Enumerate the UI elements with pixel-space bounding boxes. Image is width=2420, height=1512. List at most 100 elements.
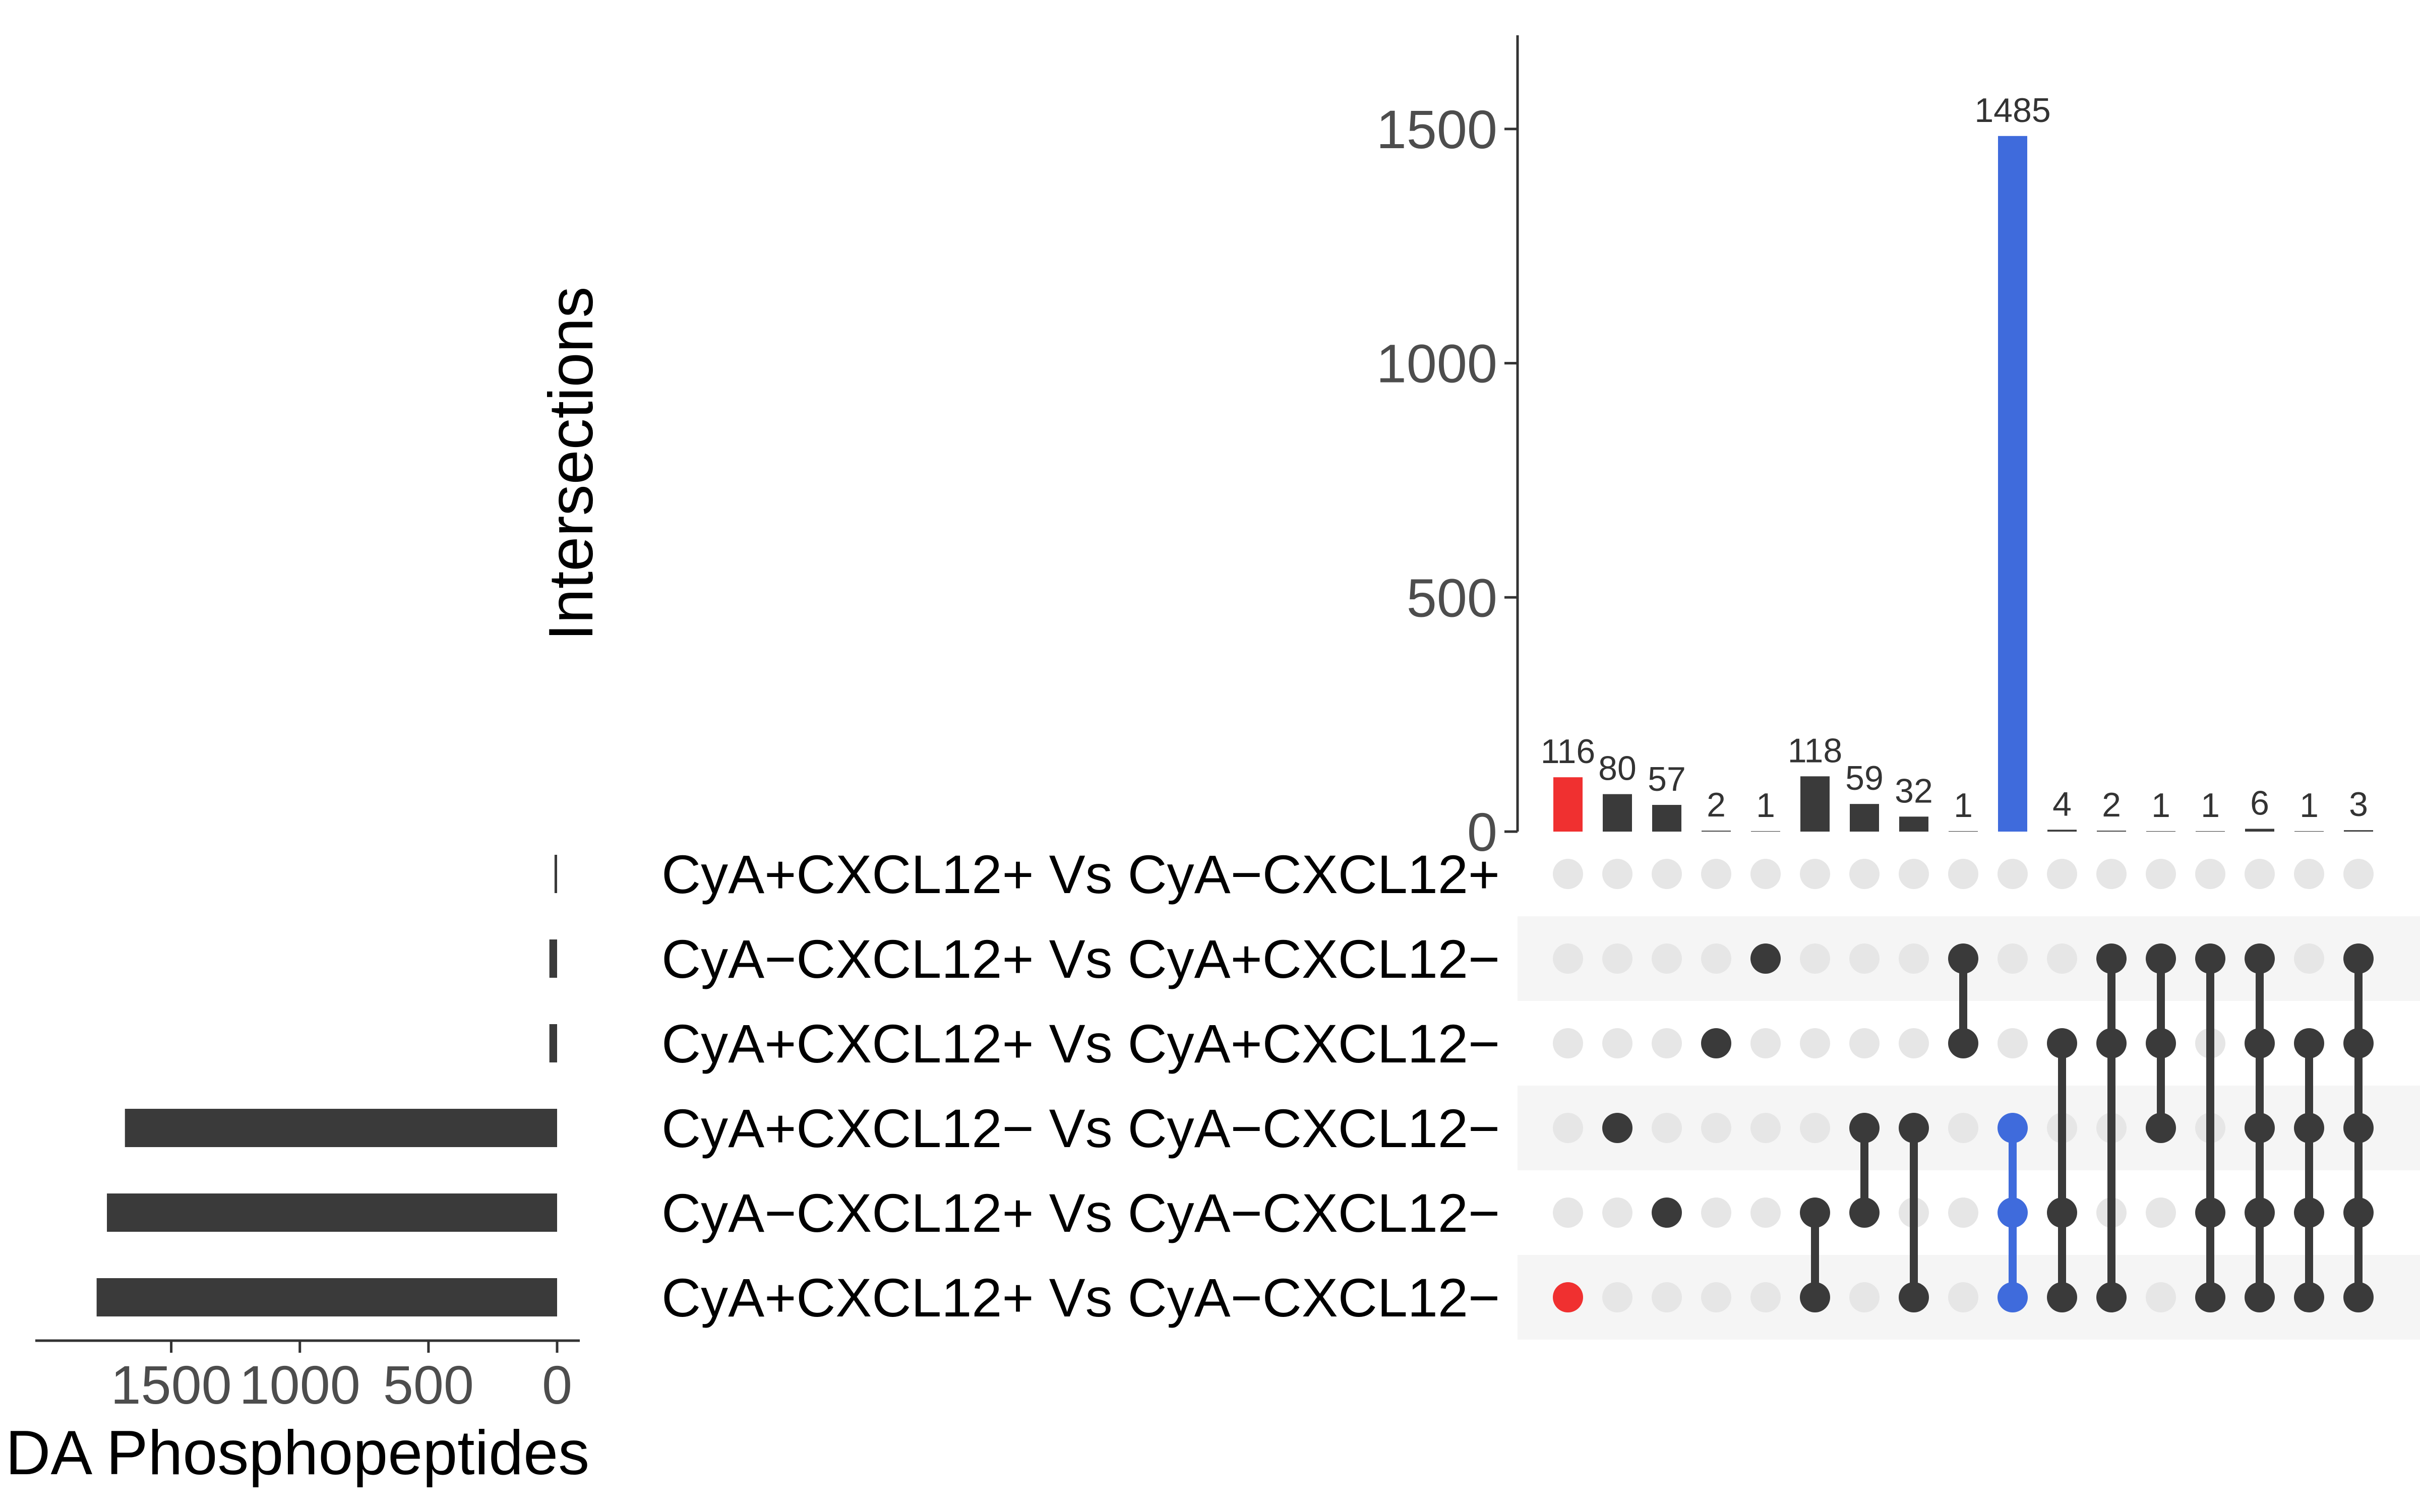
matrix-dot-active — [2245, 1113, 2275, 1143]
intersection-bar-label: 32 — [1895, 772, 1933, 810]
matrix-dot-active — [2245, 943, 2275, 974]
intersection-bar — [1850, 804, 1879, 832]
set-size-bar — [549, 1024, 557, 1062]
intersection-bar-label: 6 — [2250, 784, 2269, 822]
matrix-dot-inactive — [1800, 943, 1830, 974]
matrix-dot-inactive — [1701, 1282, 1731, 1312]
matrix-dot-active — [2245, 1282, 2275, 1312]
matrix-dot-active — [2096, 943, 2127, 974]
intersection-bar-label: 2 — [1707, 786, 1726, 824]
matrix-dot-inactive — [1750, 859, 1781, 889]
intersection-bar-label: 59 — [1845, 759, 1884, 797]
intersection-bar — [1998, 136, 2027, 832]
matrix-dot-active — [1899, 1282, 1929, 1312]
matrix-dot-inactive — [1849, 859, 1880, 889]
matrix-dot-inactive — [1553, 943, 1583, 974]
matrix-dot-inactive — [1948, 859, 1978, 889]
matrix-dot-active — [2195, 1282, 2225, 1312]
intersection-bar-label: 2 — [2102, 786, 2121, 824]
set-size-bar — [96, 1278, 558, 1316]
matrix-dot-inactive — [1602, 1282, 1632, 1312]
matrix-dot-active — [2096, 1028, 2127, 1058]
y-tick-label: 500 — [1407, 567, 1497, 628]
intersection-bar — [1751, 831, 1780, 832]
intersection-bar-label: 57 — [1648, 760, 1686, 798]
intersection-bar-label: 1 — [1954, 786, 1973, 825]
matrix-dot-active — [2245, 1198, 2275, 1228]
matrix-dot-inactive — [1701, 1113, 1731, 1143]
intersection-bar-label: 80 — [1598, 749, 1637, 788]
intersection-bar-label: 1485 — [1974, 91, 2050, 130]
intersection-bar — [1603, 794, 1632, 832]
matrix-dot-inactive — [1800, 1028, 1830, 1058]
set-size-tick-label: 1000 — [239, 1354, 360, 1415]
matrix-dot-inactive — [2096, 859, 2127, 889]
matrix-dot-active — [2195, 1198, 2225, 1228]
matrix-dot-active — [1750, 943, 1781, 974]
set-size-bar — [554, 855, 557, 893]
matrix-dot-active — [1849, 1198, 1880, 1228]
matrix-dot-active — [1849, 1113, 1880, 1143]
matrix-dot-active — [1998, 1113, 2028, 1143]
matrix-dot-active — [2245, 1028, 2275, 1058]
set-label: CyA+CXCL12+ Vs CyA−CXCL12+ — [661, 844, 1500, 905]
matrix-dot-inactive — [1553, 1028, 1583, 1058]
intersection-bar — [1652, 805, 1681, 832]
intersection-bar-label: 1 — [2151, 786, 2170, 825]
set-size-axis-title: DA Phosphopeptides — [6, 1418, 589, 1488]
matrix-dot-inactive — [2047, 859, 2077, 889]
matrix-dot-inactive — [1602, 1028, 1632, 1058]
matrix-dot-active — [1948, 943, 1978, 974]
matrix-dot-inactive — [1652, 1113, 1682, 1143]
matrix-dot-inactive — [2294, 859, 2324, 889]
matrix-dot-active — [1602, 1113, 1632, 1143]
matrix-dot-active — [2146, 943, 2176, 974]
matrix-dot-active — [2294, 1113, 2324, 1143]
set-size-tick-label: 1500 — [110, 1354, 231, 1415]
matrix-dot-inactive — [1800, 859, 1830, 889]
matrix-dot-inactive — [1701, 859, 1731, 889]
matrix-dot-inactive — [1750, 1113, 1781, 1143]
intersection-bar-label: 4 — [2052, 785, 2072, 823]
matrix-dot-active — [2047, 1028, 2077, 1058]
matrix-dot-inactive — [1652, 1282, 1682, 1312]
matrix-dot-inactive — [1553, 859, 1583, 889]
intersection-bar-label: 1 — [2300, 786, 2319, 825]
matrix-dot-active — [2047, 1198, 2077, 1228]
matrix-dot-inactive — [1899, 943, 1929, 974]
y-tick-label: 1500 — [1376, 99, 1497, 160]
set-label: CyA+CXCL12+ Vs CyA−CXCL12− — [661, 1267, 1500, 1328]
matrix-dot-active — [1800, 1282, 1830, 1312]
matrix-dot-inactive — [1750, 1282, 1781, 1312]
intersection-bar-label: 3 — [2349, 785, 2368, 824]
matrix-dot-inactive — [1652, 859, 1682, 889]
set-size-bar — [125, 1109, 557, 1147]
matrix-dot-active — [2343, 943, 2374, 974]
intersection-bar — [2047, 830, 2077, 832]
intersection-bar — [1899, 816, 1928, 832]
matrix-dot-active — [2294, 1028, 2324, 1058]
matrix-dot-inactive — [1750, 1028, 1781, 1058]
set-label: CyA+CXCL12− Vs CyA−CXCL12− — [661, 1098, 1500, 1159]
matrix-dot-inactive — [1553, 1113, 1583, 1143]
intersection-bar — [2097, 831, 2126, 832]
matrix-dot-inactive — [1948, 1282, 1978, 1312]
matrix-dot-active — [1553, 1282, 1583, 1312]
matrix-dot-active — [1800, 1198, 1830, 1228]
intersection-bar-label: 116 — [1541, 732, 1595, 771]
intersection-bar — [1949, 831, 1978, 832]
matrix-dot-inactive — [1948, 1113, 1978, 1143]
matrix-dot-inactive — [1998, 1028, 2028, 1058]
matrix-dot-inactive — [1800, 1113, 1830, 1143]
intersection-bar — [2294, 831, 2324, 832]
matrix-dot-inactive — [1602, 859, 1632, 889]
matrix-dot-inactive — [1998, 943, 2028, 974]
matrix-dot-inactive — [1899, 859, 1929, 889]
set-label: CyA−CXCL12+ Vs CyA+CXCL12− — [661, 928, 1500, 989]
matrix-dot-inactive — [1652, 1028, 1682, 1058]
matrix-dot-active — [2343, 1198, 2374, 1228]
matrix-dot-active — [1998, 1282, 2028, 1312]
matrix-dot-inactive — [2146, 859, 2176, 889]
matrix-dot-inactive — [1899, 1028, 1929, 1058]
